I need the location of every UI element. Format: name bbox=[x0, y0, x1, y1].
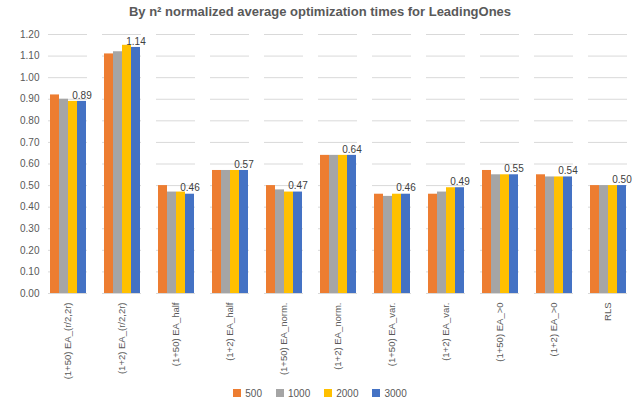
svg-text:0.64: 0.64 bbox=[342, 144, 362, 155]
svg-text:(1+50) EA_norm.: (1+50) EA_norm. bbox=[278, 303, 289, 376]
svg-text:0.70: 0.70 bbox=[20, 137, 40, 148]
svg-text:(1+50) EA_half: (1+50) EA_half bbox=[170, 302, 181, 366]
html-text:By n² normalized average optim: By n² normalized average optimization ti… bbox=[128, 4, 512, 19]
svg-text:(1+50) EA_>0: (1+50) EA_>0 bbox=[494, 303, 505, 362]
svg-text:0.50: 0.50 bbox=[612, 174, 632, 185]
svg-text:0.46: 0.46 bbox=[180, 182, 200, 193]
svg-text:0.46: 0.46 bbox=[396, 182, 416, 193]
svg-text:1.20: 1.20 bbox=[20, 29, 40, 40]
html-text:500: 500 bbox=[245, 387, 262, 399]
svg-text:(1+50) EA_var.: (1+50) EA_var. bbox=[386, 303, 397, 367]
svg-text:1.00: 1.00 bbox=[20, 72, 40, 83]
svg-text:0.90: 0.90 bbox=[20, 93, 40, 104]
svg-text:0.20: 0.20 bbox=[20, 245, 40, 256]
svg-text:0.60: 0.60 bbox=[20, 158, 40, 169]
svg-text:0.57: 0.57 bbox=[234, 159, 254, 170]
svg-text:(1+2) EA_norm.: (1+2) EA_norm. bbox=[332, 303, 343, 370]
svg-text:0.47: 0.47 bbox=[288, 180, 308, 191]
svg-text:1.10: 1.10 bbox=[20, 50, 40, 61]
svg-text:(1+2) EA_>0: (1+2) EA_>0 bbox=[548, 303, 559, 357]
svg-text:0.10: 0.10 bbox=[20, 266, 40, 277]
html-text:3000: 3000 bbox=[384, 387, 407, 399]
svg-text:0.30: 0.30 bbox=[20, 223, 40, 234]
svg-text:0.80: 0.80 bbox=[20, 115, 40, 126]
svg-text:1.14: 1.14 bbox=[126, 36, 146, 47]
html-text:1000: 1000 bbox=[288, 387, 311, 399]
svg-text:RLS: RLS bbox=[602, 303, 613, 321]
svg-text:0.49: 0.49 bbox=[450, 176, 470, 187]
svg-text:(1+50) EA_(r/2,2r): (1+50) EA_(r/2,2r) bbox=[62, 303, 73, 380]
svg-text:(1+2) EA_(r/2,2r): (1+2) EA_(r/2,2r) bbox=[116, 303, 127, 375]
html-text:2000: 2000 bbox=[336, 387, 359, 399]
svg-text:0.89: 0.89 bbox=[72, 90, 92, 101]
svg-text:0.40: 0.40 bbox=[20, 201, 40, 212]
svg-text:0.00: 0.00 bbox=[20, 288, 40, 299]
svg-text:0.55: 0.55 bbox=[504, 163, 524, 174]
svg-text:0.50: 0.50 bbox=[20, 180, 40, 191]
svg-text:(1+2) EA_var.: (1+2) EA_var. bbox=[440, 303, 451, 361]
svg-text:0.54: 0.54 bbox=[558, 165, 578, 176]
svg-text:(1+2) EA_half: (1+2) EA_half bbox=[224, 302, 235, 361]
